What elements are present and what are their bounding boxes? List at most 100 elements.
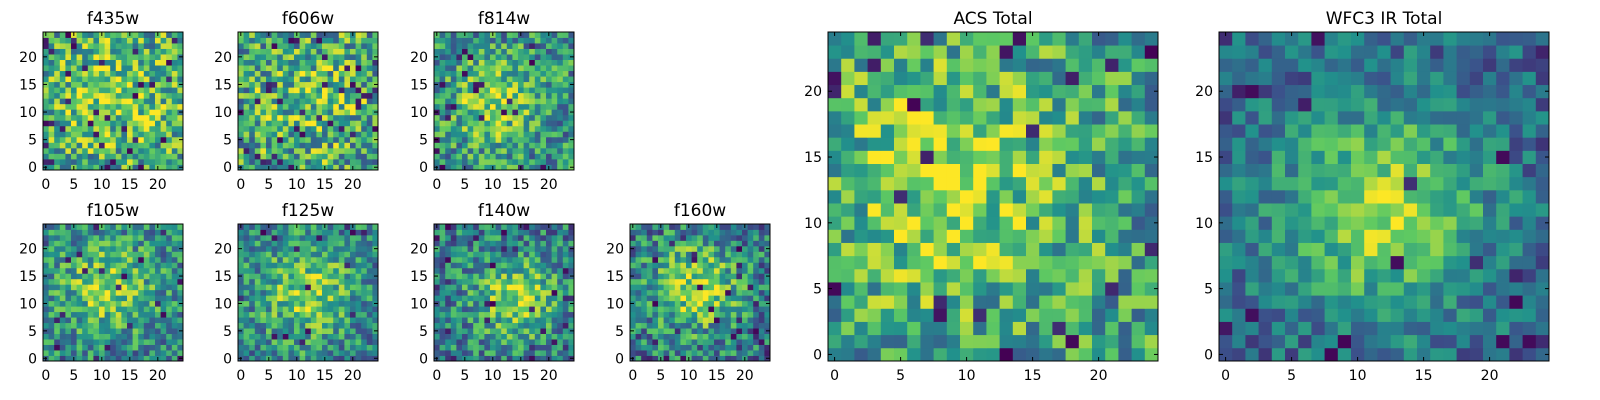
heatmap-cell: [674, 344, 681, 351]
heatmap-cell: [299, 98, 306, 105]
heatmap-cell: [725, 333, 732, 340]
heatmap-cell: [266, 142, 272, 149]
heatmap-cell: [1144, 282, 1159, 296]
heatmap-cell: [48, 153, 55, 160]
heatmap-cell: [495, 234, 502, 241]
heatmap-cell: [490, 54, 496, 60]
heatmap-cell: [43, 125, 49, 132]
heatmap-cell: [736, 328, 743, 334]
heatmap-cell: [149, 92, 156, 99]
heatmap-cell: [534, 311, 541, 318]
heatmap-cell: [155, 262, 161, 269]
heatmap-cell: [753, 306, 760, 313]
heatmap-cell: [753, 339, 760, 345]
heatmap-cell: [127, 328, 133, 334]
heatmap-cell: [828, 282, 842, 296]
heatmap-cell: [719, 267, 726, 274]
heatmap-cell: [322, 306, 328, 313]
heatmap-cell: [110, 136, 117, 143]
heatmap-cell: [132, 158, 139, 165]
heatmap-cell: [316, 59, 323, 66]
heatmap-cell: [372, 278, 379, 285]
heatmap-cell: [288, 54, 295, 60]
heatmap-cell: [243, 262, 250, 269]
heatmap-cell: [59, 295, 66, 302]
heatmap-cell: [546, 339, 552, 345]
heatmap-cell: [43, 256, 49, 263]
heatmap-cell: [445, 328, 452, 334]
heatmap-cell: [467, 234, 474, 241]
heatmap-cell: [355, 328, 362, 334]
heatmap-cell: [456, 147, 463, 154]
heatmap-cell: [523, 339, 530, 345]
heatmap-cell: [1118, 229, 1132, 243]
heatmap-cell: [674, 322, 681, 329]
heatmap-cell: [260, 81, 267, 88]
heatmap-cell: [534, 350, 541, 356]
heatmap-cell: [149, 278, 156, 285]
heatmap-cell: [104, 37, 111, 44]
heatmap-cell: [294, 322, 300, 329]
heatmap-cell: [562, 328, 569, 334]
heatmap-cell: [719, 311, 726, 318]
heatmap-cell: [450, 109, 457, 116]
heatmap-cell: [305, 311, 312, 318]
heatmap-cell: [523, 43, 530, 49]
heatmap-cell: [484, 158, 491, 165]
heatmap-cell: [736, 344, 743, 351]
heatmap-cell: [551, 87, 558, 94]
heatmap-cell: [473, 234, 480, 241]
heatmap-cell: [867, 295, 882, 309]
heatmap-cell: [87, 48, 94, 55]
heatmap-cell: [546, 328, 552, 334]
heatmap-cell: [518, 284, 524, 291]
heatmap-cell: [523, 92, 530, 99]
heatmap-cell: [327, 278, 334, 285]
heatmap-cell: [445, 317, 452, 324]
heatmap-cell: [316, 251, 323, 258]
heatmap-cell: [473, 32, 480, 38]
heatmap-cell: [138, 76, 145, 83]
heatmap-cell: [933, 268, 948, 283]
heatmap-cell: [93, 32, 100, 38]
heatmap-cell: [48, 81, 55, 88]
heatmap-cell: [674, 289, 681, 296]
heatmap-cell: [691, 311, 698, 318]
heatmap-cell: [1065, 308, 1080, 322]
y-tick-label: 0: [28, 160, 37, 176]
heatmap-cell: [171, 355, 178, 362]
heatmap-cell: [350, 333, 356, 340]
heatmap-cell: [540, 87, 547, 94]
heatmap-cell: [260, 114, 267, 121]
heatmap-cell: [518, 311, 524, 318]
heatmap-cell: [333, 262, 340, 269]
heatmap-cell: [529, 37, 536, 44]
heatmap-cell: [48, 350, 55, 356]
heatmap-cell: [277, 234, 284, 241]
heatmap-cell: [238, 240, 244, 247]
heatmap-cell: [907, 321, 921, 336]
heatmap-cell: [282, 322, 289, 329]
heatmap-cell: [462, 37, 468, 44]
heatmap-cell: [529, 245, 536, 252]
heatmap-cell: [249, 328, 256, 334]
heatmap-cell: [132, 43, 139, 49]
heatmap-cell: [260, 339, 267, 345]
heatmap-cell: [501, 43, 508, 49]
heatmap-cell: [305, 306, 312, 313]
heatmap-cell: [540, 32, 547, 38]
heatmap-cell: [132, 48, 139, 55]
heatmap-cell: [254, 70, 261, 77]
heatmap-cell: [333, 224, 340, 230]
heatmap-cell: [277, 311, 284, 318]
heatmap-cell: [110, 322, 117, 329]
heatmap-cell: [702, 328, 709, 334]
heatmap-cell: [450, 92, 457, 99]
heatmap-cell: [907, 268, 921, 283]
heatmap-cell: [641, 224, 648, 230]
heatmap-cell: [171, 153, 178, 160]
heatmap-cell: [322, 289, 328, 296]
heatmap-cell: [160, 158, 167, 165]
heatmap-cell: [238, 76, 244, 83]
